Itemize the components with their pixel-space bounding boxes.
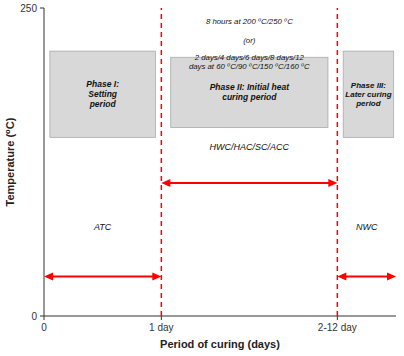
arrow-head bbox=[328, 179, 337, 187]
chart: 0 1 day 2-12 day 0 250 Period of curing (days… bbox=[0, 0, 404, 356]
annotation: (or) bbox=[243, 36, 256, 45]
phase-boundary bbox=[161, 8, 163, 316]
arrow-head bbox=[152, 273, 161, 281]
phase-box bbox=[343, 51, 393, 137]
annotation: NWC bbox=[356, 222, 378, 232]
text-line: HWC/HAC/SC/ACC bbox=[210, 142, 290, 152]
y-axis-line bbox=[44, 8, 45, 316]
arrow-shaft bbox=[52, 276, 153, 278]
y-axis-label: Temperature (⁰C) bbox=[4, 117, 16, 206]
x-tick-label: 1 day bbox=[149, 322, 173, 333]
arrow-head bbox=[44, 273, 53, 281]
text-line: days at 60 ⁰C/90 ⁰C/150 ⁰C/160 ⁰C bbox=[189, 62, 310, 71]
text-line: 8 hours at 200 ⁰C/250 ⁰C bbox=[206, 17, 293, 26]
y-tick bbox=[40, 316, 44, 317]
text-line: Phase II: Initial heat bbox=[210, 82, 291, 92]
double-arrow bbox=[44, 273, 161, 281]
annotation: 8 hours at 200 ⁰C/250 ⁰C bbox=[206, 17, 293, 26]
x-tick bbox=[337, 316, 338, 320]
arrow-head bbox=[387, 273, 396, 281]
phase-box bbox=[50, 51, 156, 137]
y-tick bbox=[40, 8, 44, 9]
x-tick-label: 2-12 day bbox=[318, 322, 357, 333]
arrow-head bbox=[161, 179, 170, 187]
y-tick-label: 250 bbox=[20, 3, 37, 14]
y-tick-label: 0 bbox=[31, 311, 37, 322]
text-line: Setting bbox=[88, 89, 118, 99]
arrow-shaft bbox=[345, 276, 388, 278]
phase-box-label: Phase I:Settingperiod bbox=[86, 79, 119, 109]
arrow-head bbox=[337, 273, 346, 281]
phase-box-label: Phase III:Later curingperiod bbox=[345, 81, 391, 109]
plot-area bbox=[44, 8, 396, 316]
x-tick-label: 0 bbox=[41, 322, 47, 333]
arrow-shaft bbox=[169, 182, 329, 184]
text-line: ATC bbox=[93, 222, 112, 232]
annotation: 2 days/4 days/6 days/8 days/12days at 60… bbox=[189, 53, 310, 71]
x-axis-label: Period of curing (days) bbox=[160, 338, 280, 350]
x-axis-line bbox=[44, 316, 396, 317]
annotation: HWC/HAC/SC/ACC bbox=[210, 142, 290, 152]
phase-boundary bbox=[337, 8, 339, 316]
double-arrow bbox=[337, 273, 396, 281]
text-line: NWC bbox=[356, 222, 378, 232]
text-line: Phase I: bbox=[86, 79, 119, 89]
text-line: (or) bbox=[243, 36, 256, 45]
text-line: curing period bbox=[222, 92, 277, 102]
phase-box bbox=[171, 57, 328, 127]
x-tick bbox=[44, 316, 45, 320]
text-line: Phase III: bbox=[351, 81, 386, 90]
text-line: Later curing bbox=[345, 90, 391, 99]
text-line: period bbox=[89, 99, 117, 109]
annotation: ATC bbox=[93, 222, 112, 232]
text-line: 2 days/4 days/6 days/8 days/12 bbox=[194, 53, 305, 62]
double-arrow bbox=[161, 179, 337, 187]
text-line: period bbox=[355, 99, 382, 108]
x-tick bbox=[161, 316, 162, 320]
phase-box-label: Phase II: Initial heatcuring period bbox=[210, 82, 291, 102]
